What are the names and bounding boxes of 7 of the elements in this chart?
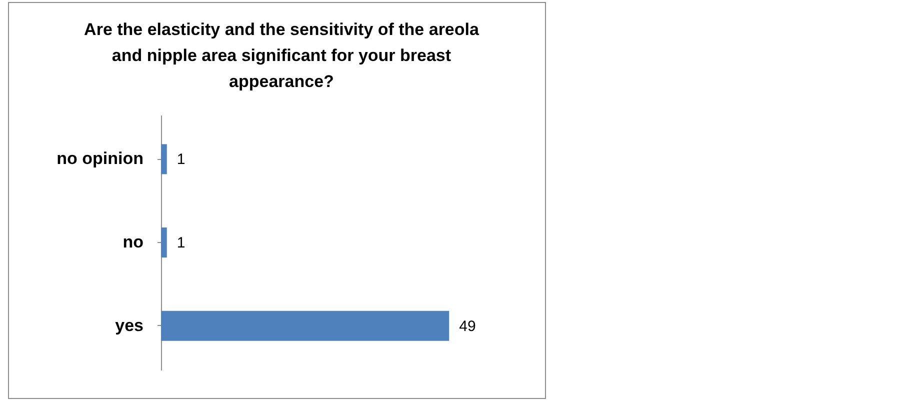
y-tick-label: no: [122, 232, 144, 252]
data-label: 1: [176, 151, 186, 168]
chart-title: Are the elasticity and the sensitivity of the areola and nipple area significant for your breast appearance?: [84, 19, 479, 93]
y-tick-label: yes: [115, 316, 144, 335]
y-tick-label: no opinion: [56, 149, 144, 168]
data-label: 1: [176, 234, 186, 252]
data-label: 49: [459, 318, 476, 335]
